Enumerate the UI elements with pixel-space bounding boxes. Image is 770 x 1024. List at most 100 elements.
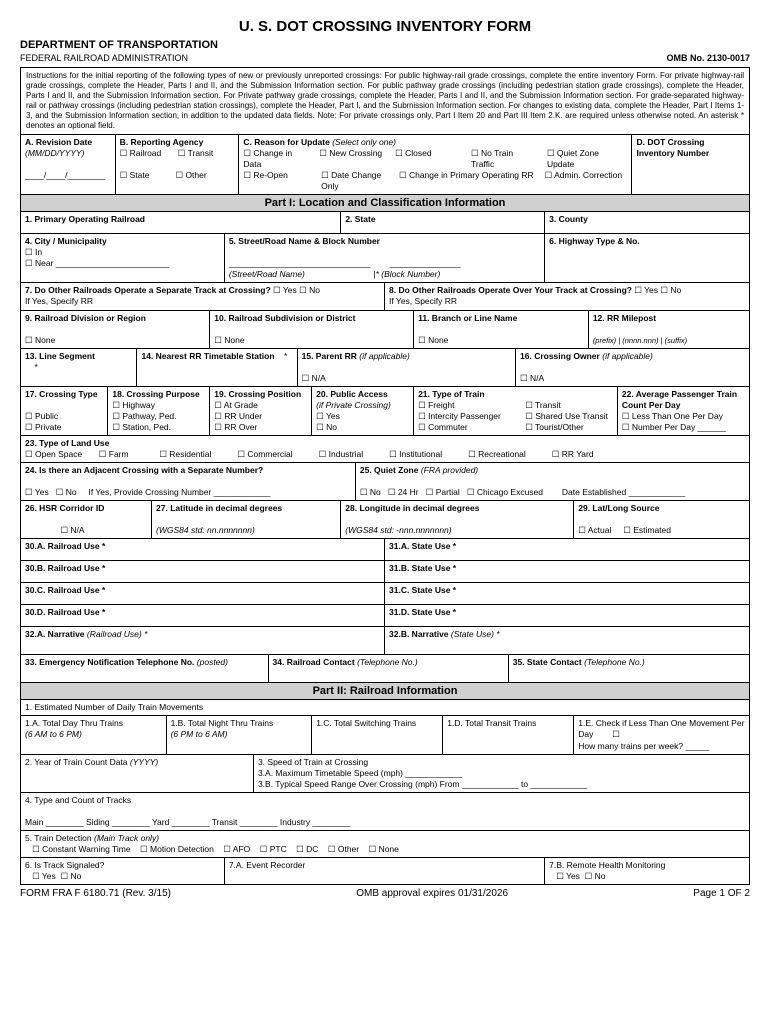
- f25-chi[interactable]: Chicago Excused: [467, 487, 543, 497]
- f23-open[interactable]: Open Space: [25, 449, 82, 459]
- f23-yard[interactable]: RR Yard: [552, 449, 594, 459]
- f6: 6. Highway Type & No.: [549, 236, 640, 246]
- g5-dc[interactable]: DC: [296, 844, 318, 854]
- f19-under[interactable]: RR Under: [214, 411, 262, 421]
- f25-note: (FRA provided): [421, 465, 478, 475]
- f31c: 31.C. State Use *: [389, 585, 456, 595]
- hC-date[interactable]: Date Change Only: [321, 170, 381, 191]
- g7b-no[interactable]: No: [585, 871, 606, 881]
- g1: 1. Estimated Number of Daily Train Movem…: [25, 702, 203, 712]
- f20-yes[interactable]: Yes: [316, 411, 340, 421]
- f15-na[interactable]: N/A: [302, 373, 326, 383]
- f8-no[interactable]: No: [660, 285, 681, 295]
- f17-priv[interactable]: Private: [25, 422, 61, 432]
- f25-part[interactable]: Partial: [426, 487, 460, 497]
- hB-other[interactable]: Other: [175, 170, 206, 180]
- f18-sta[interactable]: Station, Ped.: [112, 422, 171, 432]
- hB-title: B. Reporting Agency: [120, 137, 204, 147]
- f20-no[interactable]: No: [316, 422, 337, 432]
- f34: 34. Railroad Contact: [273, 657, 355, 667]
- g3b: 3.B. Typical Speed Range Over Crossing (…: [258, 779, 587, 789]
- f11-none[interactable]: None: [418, 335, 448, 345]
- f5-s1: (Street/Road Name): [229, 269, 305, 279]
- g5-md[interactable]: Motion Detection: [140, 844, 214, 854]
- f30a: 30.A. Railroad Use *: [25, 541, 105, 551]
- hD-title: D. DOT Crossing Inventory Number: [636, 137, 709, 158]
- form-body: Instructions for the initial reporting o…: [20, 67, 750, 885]
- f31a: 31.A. State Use *: [389, 541, 456, 551]
- f29-est[interactable]: Estimated: [623, 525, 671, 535]
- f21-shared[interactable]: Shared Use Transit: [525, 411, 608, 421]
- f26-na[interactable]: N/A: [60, 525, 84, 535]
- f8-yes[interactable]: Yes: [634, 285, 658, 295]
- f22-less[interactable]: Less Than One Per Day: [622, 411, 723, 421]
- g7a: 7.A. Event Recorder: [229, 860, 306, 870]
- f24-yes[interactable]: Yes: [25, 487, 49, 497]
- f23-inst[interactable]: Institutional: [389, 449, 442, 459]
- f21-inter[interactable]: Intercity Passenger: [418, 411, 501, 421]
- hB-state[interactable]: State: [120, 170, 150, 180]
- f22-num[interactable]: Number Per Day ______: [622, 422, 726, 432]
- g7b-yes[interactable]: Yes: [556, 871, 580, 881]
- g5-other[interactable]: Other: [328, 844, 359, 854]
- f23-com[interactable]: Commercial: [237, 449, 292, 459]
- hC-primary[interactable]: Change in Primary Operating RR: [399, 170, 534, 180]
- f32b: 32.B. Narrative: [389, 629, 449, 639]
- f25-24[interactable]: 24 Hr: [388, 487, 419, 497]
- hC-change[interactable]: Change in Data: [243, 148, 292, 169]
- f19-over[interactable]: RR Over: [214, 422, 257, 432]
- f14-a: *: [284, 351, 287, 361]
- f21-tour[interactable]: Tourist/Other: [525, 422, 583, 432]
- f23-rec[interactable]: Recreational: [468, 449, 526, 459]
- f18-path[interactable]: Pathway, Ped.: [112, 411, 176, 421]
- g6: 6. Is Track Signaled?: [25, 860, 104, 870]
- f17-pub[interactable]: Public: [25, 411, 58, 421]
- f4-in[interactable]: In: [25, 247, 42, 257]
- hC-new[interactable]: New Crossing: [319, 148, 382, 158]
- f20: 20. Public Access: [316, 389, 388, 399]
- hA-blank[interactable]: ____/____/________: [25, 170, 105, 180]
- f21-transit[interactable]: Transit: [525, 400, 561, 410]
- g5-cwt[interactable]: Constant Warning Time: [32, 844, 130, 854]
- f21-comm[interactable]: Commuter: [418, 422, 468, 432]
- hC-closed[interactable]: Closed: [395, 148, 431, 158]
- f23-res[interactable]: Residential: [159, 449, 211, 459]
- f7-title: 7. Do Other Railroads Operate a Separate…: [25, 285, 271, 295]
- f23: 23. Type of Land Use: [25, 438, 109, 448]
- f24-no[interactable]: No: [56, 487, 77, 497]
- f29-act[interactable]: Actual: [578, 525, 611, 535]
- f10-none[interactable]: None: [214, 335, 244, 345]
- f21-freight[interactable]: Freight: [418, 400, 454, 410]
- f16-na[interactable]: N/A: [520, 373, 544, 383]
- hC-admin[interactable]: Admin. Correction: [545, 170, 623, 180]
- hB-railroad[interactable]: Railroad: [120, 148, 162, 158]
- g6-yes[interactable]: Yes: [32, 871, 56, 881]
- hB-transit[interactable]: Transit: [178, 148, 214, 158]
- hC-notrain[interactable]: No Train Traffic: [471, 148, 513, 169]
- hC-quiet[interactable]: Quiet Zone Update: [547, 148, 599, 169]
- f18-hwy[interactable]: Highway: [112, 400, 155, 410]
- department: DEPARTMENT OF TRANSPORTATION: [20, 39, 218, 51]
- f19-grade[interactable]: At Grade: [214, 400, 258, 410]
- g5-ptc[interactable]: PTC: [260, 844, 287, 854]
- hC-reopen[interactable]: Re-Open: [243, 170, 287, 180]
- f13-a: *: [34, 362, 37, 372]
- g5-note: (Main Track only): [94, 833, 159, 843]
- g5-afo[interactable]: AFO: [223, 844, 250, 854]
- g1a-note: (6 AM to 6 PM): [25, 729, 82, 739]
- g6-no[interactable]: No: [61, 871, 82, 881]
- f9-none[interactable]: None: [25, 335, 55, 345]
- g1e-sub: How many trains per week? _____: [578, 741, 709, 751]
- f12-sub: (prefix) | (nnnn.nnn) | (suffix): [593, 336, 687, 345]
- f19: 19. Crossing Position: [214, 389, 301, 399]
- f32b-note: (State Use) *: [451, 629, 500, 639]
- f9: 9. Railroad Division or Region: [25, 313, 146, 323]
- f7-no[interactable]: No: [299, 285, 320, 295]
- f4-near[interactable]: Near: [25, 258, 53, 268]
- g5-none[interactable]: None: [369, 844, 399, 854]
- f7-yes[interactable]: Yes: [273, 285, 297, 295]
- f23-farm[interactable]: Farm: [99, 449, 129, 459]
- f25-no[interactable]: No: [360, 487, 381, 497]
- g4line[interactable]: Main ________ Siding ________ Yard _____…: [25, 817, 350, 827]
- f23-ind[interactable]: Industrial: [319, 449, 363, 459]
